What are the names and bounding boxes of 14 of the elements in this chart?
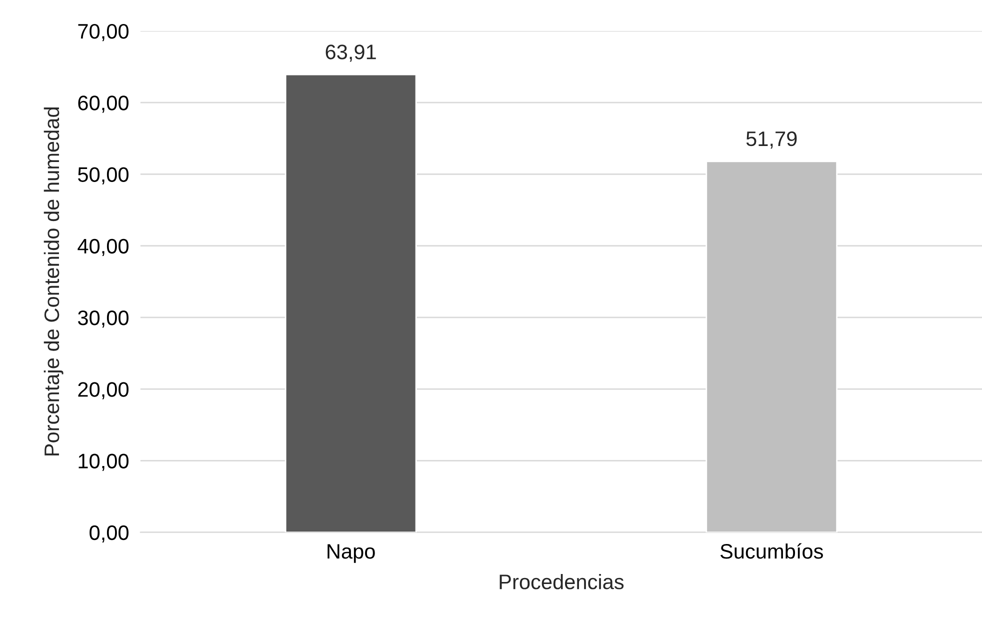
y-tick-label: 40,00 (78, 238, 129, 256)
x-tick-label: Sucumbíos (720, 543, 823, 559)
x-tick-label: Napo (328, 544, 375, 563)
y-tick-label: 20,00 (78, 382, 129, 400)
y-tick-label: 50,00 (78, 167, 129, 184)
y-tick-label: 70,00 (78, 24, 129, 42)
data-label: 51,79 (746, 131, 797, 149)
y-tick-label: 10,00 (78, 454, 129, 471)
y-tick-label: 60,00 (78, 96, 129, 113)
y-axis-title: Porcentaje de Contenido de humedad (44, 107, 64, 456)
y-tick-label: 30,00 (78, 310, 129, 328)
y-tick-label: 0,00 (90, 525, 129, 543)
x-axis-title: Procedencias (500, 574, 624, 590)
data-label: 63,91 (326, 44, 376, 62)
